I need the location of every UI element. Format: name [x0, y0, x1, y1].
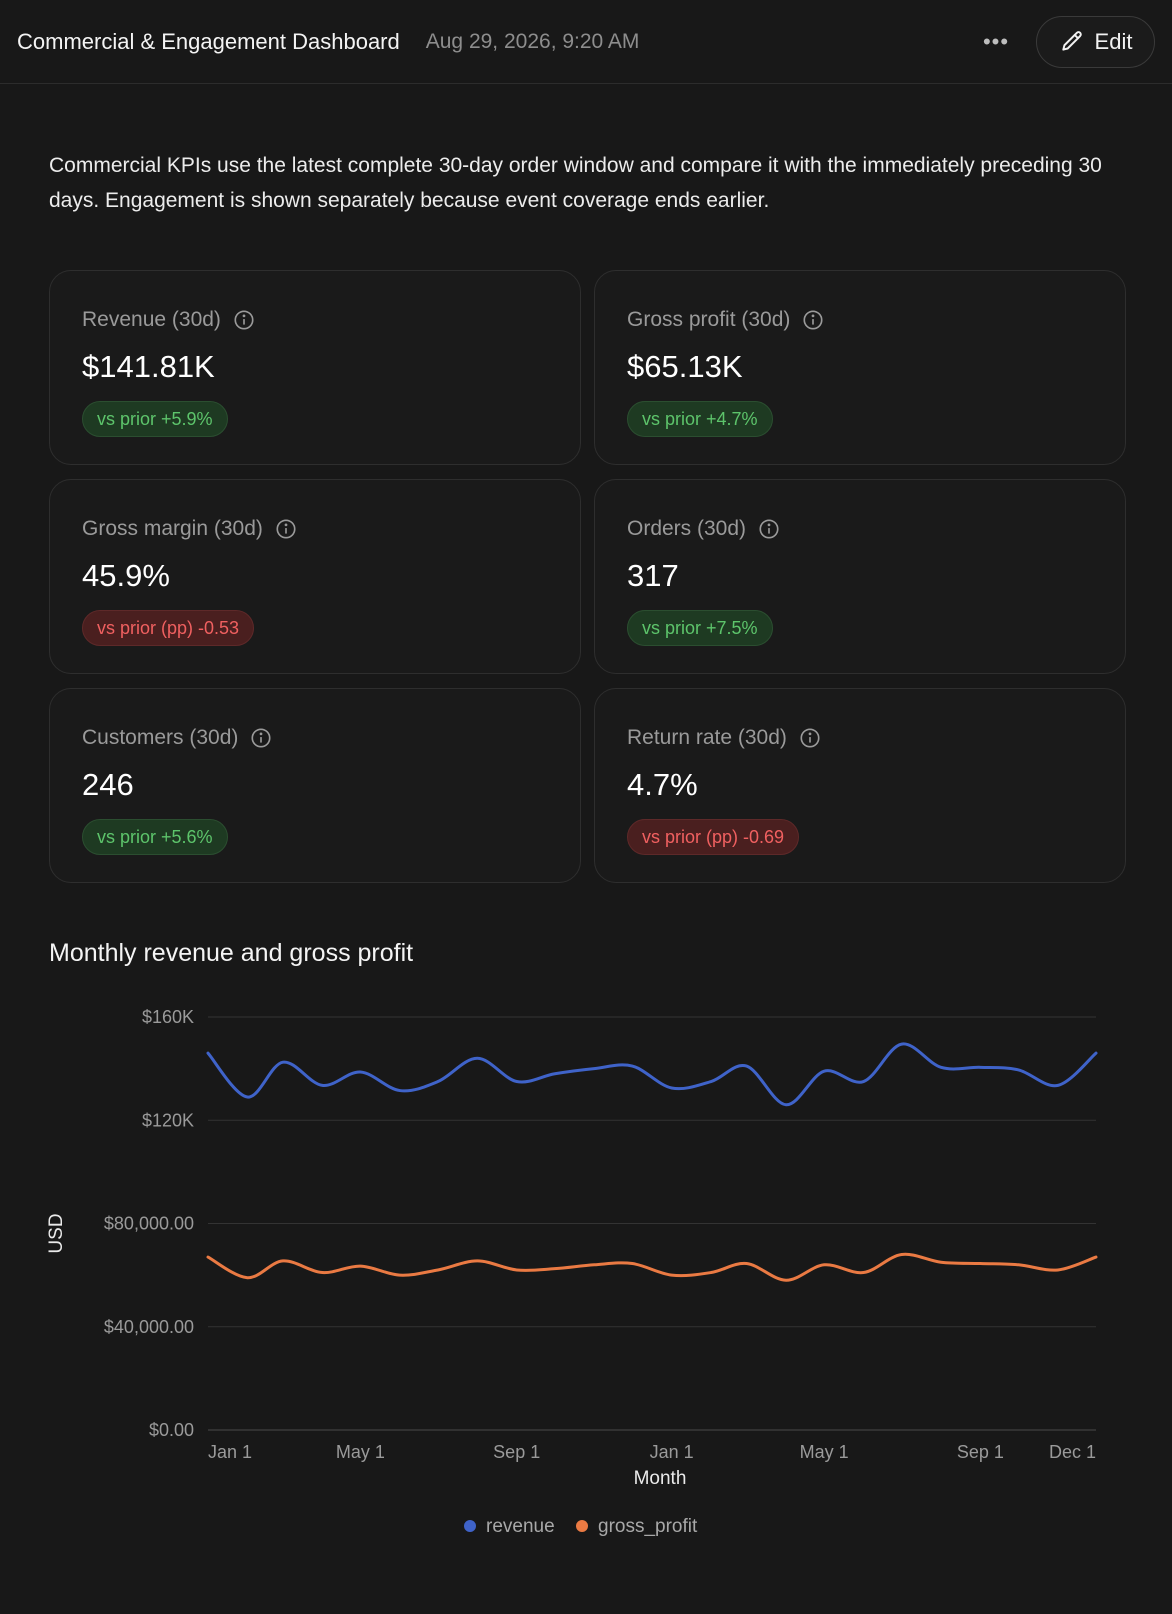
- kpi-label-row: Customers (30d): [82, 723, 548, 753]
- info-icon[interactable]: [250, 727, 272, 749]
- kpi-label: Gross profit (30d): [627, 308, 791, 331]
- more-options-button[interactable]: •••: [974, 20, 1018, 64]
- more-icon: •••: [982, 28, 1010, 54]
- kpi-card-orders: Orders (30d) 317 vs prior +7.5%: [594, 479, 1126, 674]
- info-icon[interactable]: [275, 518, 297, 540]
- x-tick-label: May 1: [336, 1442, 385, 1462]
- kpi-cards: Revenue (30d) $141.81K vs prior +5.9% Gr…: [49, 270, 1127, 883]
- kpi-card-revenue: Revenue (30d) $141.81K vs prior +5.9%: [49, 270, 581, 465]
- y-axis-label: USD: [46, 1213, 67, 1253]
- dashboard-title: Commercial & Engagement Dashboard: [17, 28, 400, 54]
- pencil-icon: [1061, 30, 1082, 51]
- x-tick-label: Sep 1: [493, 1442, 540, 1462]
- info-icon[interactable]: [758, 518, 780, 540]
- kpi-delta-badge: vs prior +7.5%: [627, 610, 773, 646]
- x-tick-label: May 1: [800, 1442, 849, 1462]
- revenue-profit-chart: $0.00 $40,000.00 $80,000.00 $120K $160K Jan 1…: [40, 990, 1140, 1580]
- kpi-value: 317: [627, 558, 679, 593]
- chart-title: Monthly revenue and gross profit: [49, 939, 414, 967]
- top-bar: Commercial & Engagement Dashboard Aug 29…: [0, 0, 1172, 84]
- legend-marker-revenue: [464, 1520, 476, 1532]
- info-icon[interactable]: [799, 727, 821, 749]
- kpi-card-return-rate: Return rate (30d) 4.7% vs prior (pp) -0.…: [594, 688, 1126, 883]
- x-tick-label: Jan 1: [650, 1442, 694, 1462]
- x-tick-label: Jan 1: [208, 1442, 252, 1462]
- kpi-card-customers: Customers (30d) 246 vs prior +5.6%: [49, 688, 581, 883]
- chart-svg: $0.00 $40,000.00 $80,000.00 $120K $160K Jan 1…: [46, 1007, 1098, 1537]
- x-axis-label: Month: [634, 1468, 687, 1489]
- kpi-label-row: Orders (30d): [627, 514, 1093, 544]
- x-tick-label: Dec 1: [1049, 1442, 1096, 1462]
- y-tick-label: $160K: [142, 1007, 194, 1027]
- kpi-value: 4.7%: [627, 767, 698, 802]
- series-line-gross-profit: [206, 1252, 1098, 1282]
- series-line-revenue: [206, 1042, 1098, 1107]
- dashboard-timestamp: Aug 29, 2026, 9:20 AM: [425, 29, 640, 53]
- legend-label-revenue: revenue: [486, 1516, 555, 1537]
- edit-button-label: Edit: [1094, 28, 1133, 54]
- kpi-delta-badge: vs prior +5.6%: [82, 819, 228, 855]
- legend-marker-gross-profit: [576, 1520, 588, 1532]
- kpi-label-row: Return rate (30d): [627, 723, 1093, 753]
- kpi-value: 246: [82, 767, 134, 802]
- kpi-label: Return rate (30d): [627, 726, 787, 749]
- info-icon[interactable]: [802, 309, 824, 331]
- kpi-delta-badge: vs prior +5.9%: [82, 401, 228, 437]
- kpi-value: $141.81K: [82, 349, 215, 384]
- kpi-delta-badge: vs prior (pp) -0.53: [82, 610, 255, 646]
- kpi-label: Customers (30d): [82, 726, 239, 749]
- x-tick-label: Sep 1: [957, 1442, 1004, 1462]
- kpi-label-row: Revenue (30d): [82, 305, 548, 335]
- y-tick-label: $120K: [142, 1110, 194, 1130]
- kpi-label: Revenue (30d): [82, 308, 221, 331]
- kpi-delta-badge: vs prior +4.7%: [627, 401, 773, 437]
- intro-text: Commercial KPIs use the latest complete …: [49, 154, 1102, 212]
- kpi-value: 45.9%: [82, 558, 170, 593]
- kpi-value: $65.13K: [627, 349, 743, 384]
- kpi-card-gross-profit: Gross profit (30d) $65.13K vs prior +4.7…: [594, 270, 1126, 465]
- y-tick-label: $80,000.00: [104, 1214, 194, 1234]
- kpi-card-gross-margin: Gross margin (30d) 45.9% vs prior (pp) -…: [49, 479, 581, 674]
- info-icon[interactable]: [233, 309, 255, 331]
- y-tick-label: $0.00: [149, 1420, 194, 1440]
- y-tick-label: $40,000.00: [104, 1317, 194, 1337]
- kpi-delta-badge: vs prior (pp) -0.69: [627, 819, 800, 855]
- edit-button[interactable]: Edit: [1036, 15, 1155, 68]
- kpi-label-row: Gross profit (30d): [627, 305, 1093, 335]
- legend-label-gross-profit: gross_profit: [598, 1516, 698, 1537]
- kpi-label-row: Gross margin (30d): [82, 514, 548, 544]
- kpi-label: Orders (30d): [627, 517, 747, 540]
- kpi-label: Gross margin (30d): [82, 517, 263, 540]
